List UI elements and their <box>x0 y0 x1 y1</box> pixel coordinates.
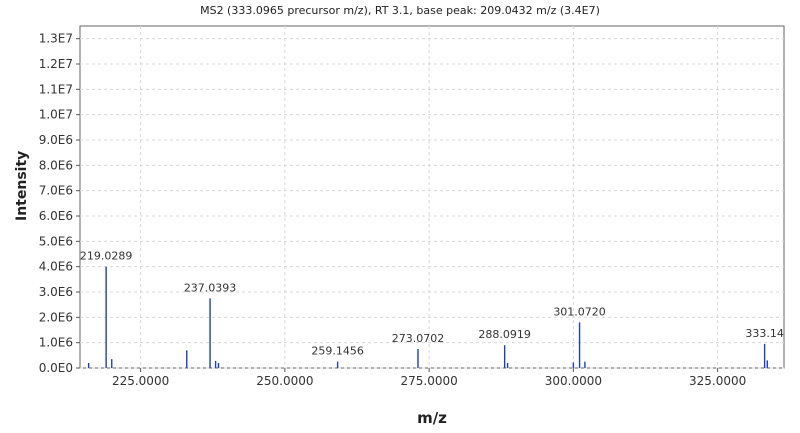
chart-title: MS2 (333.0965 precursor m/z), RT 3.1, ba… <box>200 4 600 17</box>
peak-label: 219.0289 <box>80 250 133 263</box>
grid-lines <box>80 26 784 369</box>
y-axis: 0.0E0 1.0E6 2.0E6 3.0E6 4.0E6 5.0E6 6.0E6 7.0E6… <box>39 32 80 375</box>
y-tick-label: 4.0E6 <box>39 260 73 274</box>
y-tick-label: 8.0E6 <box>39 158 73 172</box>
y-tick-label: 0.0E0 <box>39 361 73 375</box>
y-tick-label: 7.0E6 <box>39 184 73 198</box>
y-tick-label: 6.0E6 <box>39 209 73 223</box>
x-tick-label: 325.0000 <box>689 374 746 388</box>
peak-label: 288.0919 <box>478 328 531 341</box>
y-tick-label: 1.0E6 <box>39 336 73 350</box>
y-tick-label: 3.0E6 <box>39 285 73 299</box>
y-tick-label: 1.3E7 <box>39 32 73 46</box>
peak-series <box>87 266 768 368</box>
x-axis: 225.0000 250.0000 275.0000 300.0000 325.0000 <box>112 368 746 388</box>
y-tick-label: 1.1E7 <box>39 82 73 96</box>
y-tick-label: 2.0E6 <box>39 310 73 324</box>
peak-label: 333.14 <box>745 327 784 340</box>
peak-labels: 219.0289 237.0393 259.1456 273.0702 288.0919… <box>80 250 784 358</box>
plot-area <box>79 25 785 369</box>
peak-label: 259.1456 <box>311 345 364 358</box>
y-tick-label: 1.2E7 <box>39 57 73 71</box>
y-tick-label: 5.0E6 <box>39 234 73 248</box>
y-tick-label: 1.0E7 <box>39 108 73 122</box>
peak-label: 237.0393 <box>184 281 237 294</box>
x-tick-label: 250.0000 <box>256 374 313 388</box>
x-tick-label: 225.0000 <box>112 374 169 388</box>
peak-label: 273.0702 <box>392 332 445 345</box>
x-tick-label: 275.0000 <box>400 374 457 388</box>
y-tick-label: 9.0E6 <box>39 133 73 147</box>
x-axis-label: m/z <box>417 409 447 427</box>
peak-label: 301.0720 <box>553 305 606 318</box>
x-tick-label: 300.0000 <box>545 374 602 388</box>
